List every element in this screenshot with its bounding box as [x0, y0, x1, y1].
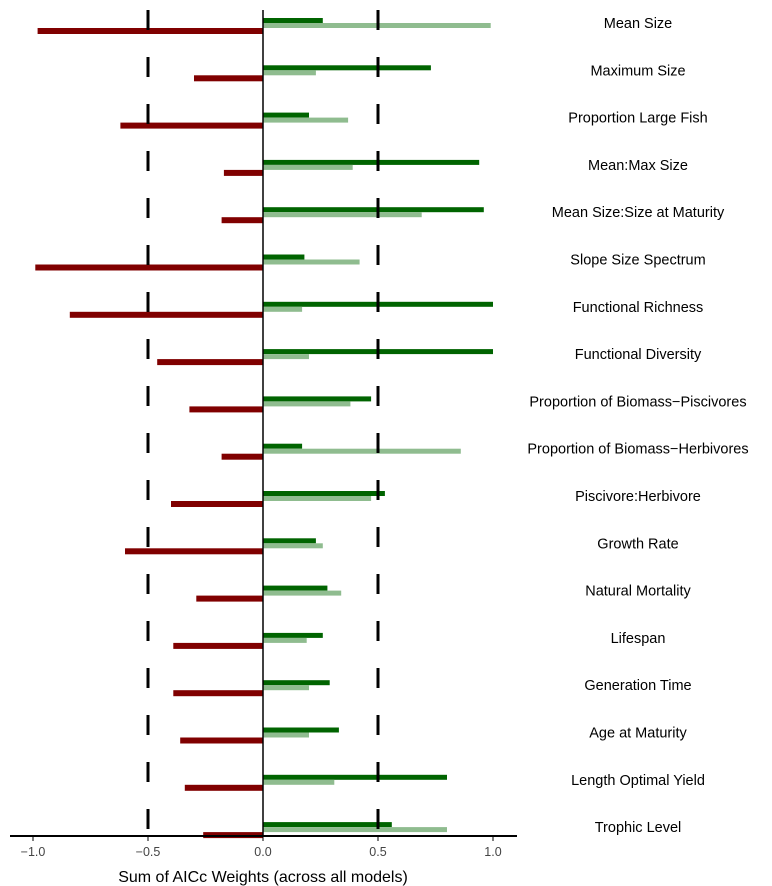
- bar-series3-15: [180, 737, 263, 744]
- x-tick-label-2: 0.0: [254, 845, 271, 859]
- bar-series1-9: [263, 443, 303, 449]
- bar-series3-1: [194, 75, 263, 82]
- bar-series2-5: [263, 259, 360, 265]
- bar-series1-12: [263, 585, 328, 591]
- category-label-17: Trophic Level: [595, 820, 682, 836]
- bar-series3-3: [223, 169, 263, 176]
- bar-series2-12: [263, 590, 342, 596]
- bar-series3-14: [173, 690, 263, 697]
- bar-series3-6: [69, 311, 263, 318]
- bar-series3-5: [35, 264, 263, 271]
- bar-series1-16: [263, 774, 447, 780]
- bar-series3-4: [221, 217, 263, 224]
- bar-series1-17: [263, 822, 392, 828]
- bar-series1-1: [263, 65, 431, 71]
- bar-series1-0: [263, 18, 323, 23]
- category-label-9: Proportion of Biomass−Herbivores: [527, 442, 748, 458]
- category-label-8: Proportion of Biomass−Piscivores: [529, 394, 746, 410]
- bar-series1-3: [263, 159, 480, 165]
- category-label-0: Mean Size: [604, 16, 673, 32]
- bar-series2-10: [263, 496, 372, 501]
- bar-series2-17: [263, 827, 447, 833]
- bar-series1-11: [263, 538, 316, 544]
- bar-series1-8: [263, 396, 372, 402]
- bar-series1-14: [263, 680, 330, 686]
- bar-series2-4: [263, 212, 422, 218]
- bar-series3-12: [196, 595, 263, 602]
- category-label-14: Generation Time: [584, 678, 691, 694]
- bar-series2-14: [263, 685, 309, 691]
- category-label-11: Growth Rate: [597, 536, 678, 552]
- category-label-7: Functional Diversity: [575, 347, 702, 363]
- bar-series3-11: [125, 548, 263, 555]
- category-label-10: Piscivore:Herbivore: [575, 489, 701, 505]
- bar-series2-2: [263, 117, 349, 123]
- bar-series1-2: [263, 112, 309, 118]
- category-label-6: Functional Richness: [573, 300, 704, 316]
- x-tick-label-4: 1.0: [484, 845, 501, 859]
- x-tick-label-0: −1.0: [21, 845, 46, 859]
- x-tick-label-3: 0.5: [369, 845, 386, 859]
- bar-series3-10: [171, 501, 263, 507]
- bar-series1-4: [263, 207, 484, 213]
- bar-series2-3: [263, 164, 353, 170]
- x-axis-title: Sum of AICc Weights (across all models): [118, 869, 408, 886]
- category-label-16: Length Optimal Yield: [571, 773, 705, 789]
- category-label-13: Lifespan: [611, 631, 666, 647]
- category-label-1: Maximum Size: [590, 63, 685, 79]
- bar-series3-7: [157, 359, 263, 366]
- category-label-3: Mean:Max Size: [588, 158, 688, 174]
- bar-series2-16: [263, 779, 335, 785]
- bar-series1-15: [263, 727, 339, 733]
- bar-series2-13: [263, 637, 307, 643]
- category-label-15: Age at Maturity: [589, 726, 687, 742]
- bar-series3-2: [120, 122, 264, 129]
- bar-series2-11: [263, 543, 323, 549]
- bar-series3-16: [184, 784, 263, 791]
- bar-series3-13: [173, 642, 263, 649]
- bar-series2-8: [263, 401, 351, 407]
- bars-layer: [35, 18, 493, 839]
- x-tick-label-1: −0.5: [136, 845, 161, 859]
- bar-series3-8: [189, 406, 263, 413]
- bar-series1-10: [263, 491, 385, 496]
- bar-series2-7: [263, 354, 309, 360]
- category-label-2: Proportion Large Fish: [568, 111, 707, 127]
- bar-series3-9: [221, 453, 263, 460]
- bar-series2-1: [263, 70, 316, 76]
- bar-series1-5: [263, 254, 305, 260]
- category-label-5: Slope Size Spectrum: [570, 253, 705, 269]
- category-labels: Mean Size Maximum Size Proportion Large Fi…: [527, 16, 748, 836]
- x-axis: −1.0 −0.5 0.0 0.5 1.0: [10, 835, 517, 859]
- category-label-12: Natural Mortality: [585, 584, 691, 600]
- bar-series2-6: [263, 306, 303, 312]
- bar-series3-0: [37, 28, 263, 34]
- bar-series1-13: [263, 632, 323, 638]
- bar-series2-9: [263, 448, 461, 454]
- category-label-4: Mean Size:Size at Maturity: [552, 205, 725, 221]
- bar-series2-15: [263, 732, 309, 738]
